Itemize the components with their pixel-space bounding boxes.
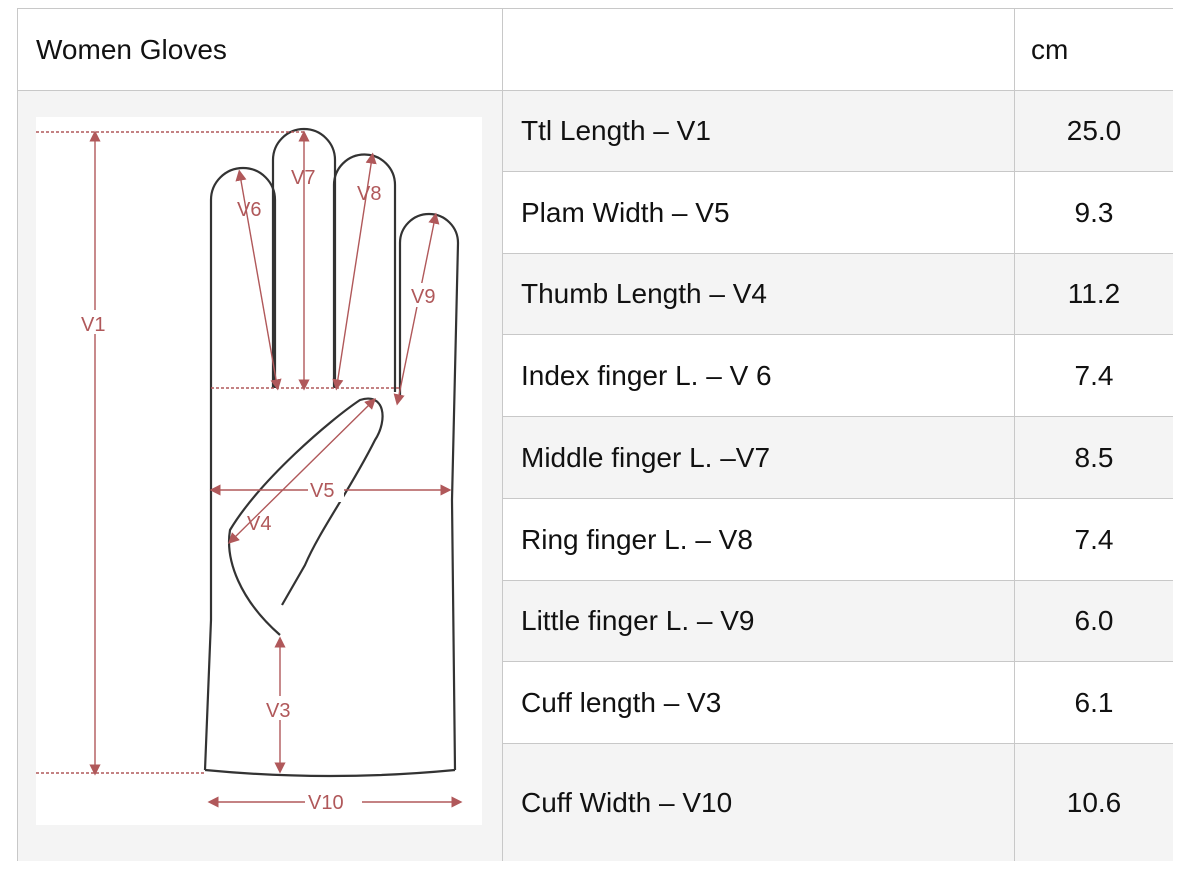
- row-label: Ring finger L. – V8: [503, 499, 1015, 581]
- row-value: 6.0: [1015, 581, 1173, 662]
- row-label: Cuff Width – V10: [503, 744, 1015, 861]
- label-v3: V3: [266, 700, 290, 722]
- label-v5: V5: [310, 480, 334, 502]
- row-value: 7.4: [1015, 499, 1173, 581]
- unit-header: cm: [1015, 9, 1173, 91]
- row-value: 25.0: [1015, 91, 1173, 172]
- table-title: Women Gloves: [18, 9, 503, 91]
- label-v10: V10: [308, 792, 344, 814]
- label-v1: V1: [81, 314, 105, 336]
- row-label: Plam Width – V5: [503, 172, 1015, 254]
- label-v9: V9: [411, 286, 435, 308]
- row-label: Cuff length – V3: [503, 662, 1015, 744]
- measure-labels: V1 V6 V7 V8 V9 V5 V4 V3 V10: [80, 167, 442, 814]
- row-label: Little finger L. – V9: [503, 581, 1015, 662]
- row-value: 6.1: [1015, 662, 1173, 744]
- row-label: Index finger L. – V 6: [503, 335, 1015, 417]
- measure-lines: [36, 130, 463, 808]
- row-value: 10.6: [1015, 744, 1173, 861]
- row-label: Middle finger L. –V7: [503, 417, 1015, 499]
- glove-outline: [203, 127, 460, 778]
- label-v6: V6: [237, 199, 261, 221]
- header-empty: [503, 9, 1015, 91]
- row-value: 8.5: [1015, 417, 1173, 499]
- row-label: Thumb Length – V4: [503, 254, 1015, 335]
- row-label: Ttl Length – V1: [503, 91, 1015, 172]
- label-v8: V8: [357, 183, 381, 205]
- row-value: 9.3: [1015, 172, 1173, 254]
- row-value: 11.2: [1015, 254, 1173, 335]
- row-value: 7.4: [1015, 335, 1173, 417]
- label-v4: V4: [247, 513, 271, 535]
- label-v7: V7: [291, 167, 315, 189]
